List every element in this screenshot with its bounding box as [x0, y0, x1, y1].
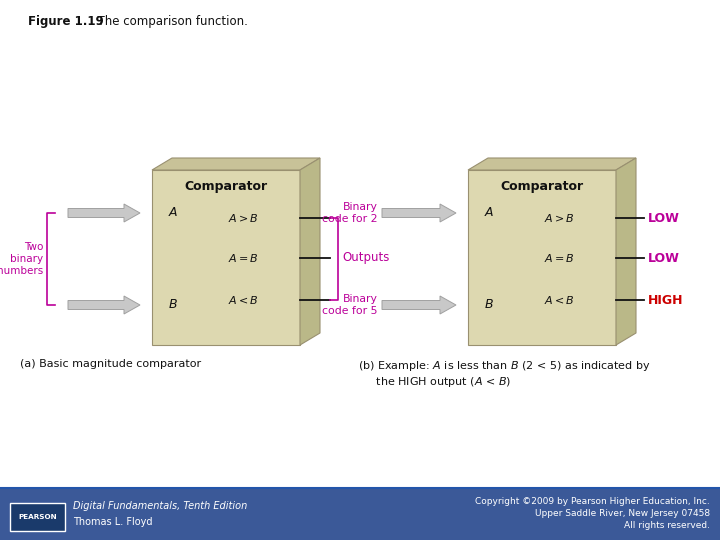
- Text: Two
binary
numbers: Two binary numbers: [0, 242, 43, 275]
- Text: Figure 1.19: Figure 1.19: [28, 15, 104, 28]
- Bar: [0, 488, 720, 540]
- Polygon shape: [616, 158, 636, 345]
- Text: $B$: $B$: [484, 299, 494, 312]
- Text: The comparison function.: The comparison function.: [90, 15, 248, 28]
- Text: $A < B$: $A < B$: [544, 294, 575, 306]
- Text: HIGH: HIGH: [648, 294, 683, 307]
- Text: All rights reserved.: All rights reserved.: [624, 522, 710, 530]
- Text: (b) Example: $A$ is less than $B$ (2 < 5) as indicated by
     the HIGH output (: (b) Example: $A$ is less than $B$ (2 < 5…: [358, 359, 651, 389]
- Polygon shape: [382, 204, 456, 222]
- Text: Thomas L. Floyd: Thomas L. Floyd: [73, 517, 153, 527]
- Polygon shape: [382, 296, 456, 314]
- Text: Binary
code for 2: Binary code for 2: [323, 202, 378, 224]
- Text: Outputs: Outputs: [342, 252, 390, 265]
- Text: $A = B$: $A = B$: [228, 252, 259, 264]
- Polygon shape: [468, 158, 636, 170]
- Bar: [10, 503, 65, 531]
- Text: Binary
code for 5: Binary code for 5: [323, 294, 378, 316]
- Text: Comparator: Comparator: [500, 180, 584, 193]
- Text: $A < B$: $A < B$: [228, 294, 259, 306]
- Text: $A > B$: $A > B$: [544, 212, 575, 224]
- Text: $A$: $A$: [168, 206, 179, 219]
- Polygon shape: [68, 296, 140, 314]
- Text: LOW: LOW: [648, 212, 680, 225]
- Text: $A > B$: $A > B$: [228, 212, 259, 224]
- Text: Copyright ©2009 by Pearson Higher Education, Inc.: Copyright ©2009 by Pearson Higher Educat…: [475, 497, 710, 507]
- Polygon shape: [468, 170, 616, 345]
- Text: PEARSON: PEARSON: [18, 514, 57, 520]
- Text: $A = B$: $A = B$: [544, 252, 575, 264]
- Text: (a) Basic magnitude comparator: (a) Basic magnitude comparator: [20, 359, 201, 369]
- Polygon shape: [68, 204, 140, 222]
- Text: LOW: LOW: [648, 252, 680, 265]
- Polygon shape: [152, 170, 300, 345]
- Text: $B$: $B$: [168, 299, 178, 312]
- Text: $A$: $A$: [484, 206, 495, 219]
- Text: Comparator: Comparator: [184, 180, 268, 193]
- Polygon shape: [152, 158, 320, 170]
- Polygon shape: [300, 158, 320, 345]
- Text: Digital Fundamentals, Tenth Edition: Digital Fundamentals, Tenth Edition: [73, 501, 247, 511]
- Text: Upper Saddle River, New Jersey 07458: Upper Saddle River, New Jersey 07458: [535, 510, 710, 518]
